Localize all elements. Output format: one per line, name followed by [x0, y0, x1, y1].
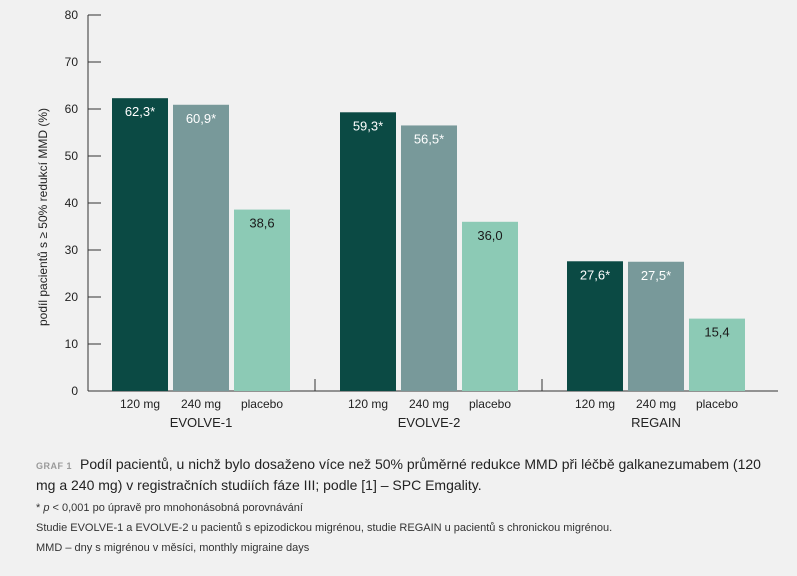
y-tick-label: 40 — [65, 196, 79, 210]
bar — [628, 261, 684, 391]
bar — [689, 318, 745, 391]
y-axis-title: podíl pacientů s ≥ 50% redukcí MMD (%) — [36, 108, 50, 326]
x-series-label: 120 mg — [575, 397, 615, 411]
bar-value-label: 15,4 — [704, 325, 729, 340]
bar-value-label: 27,6* — [580, 267, 610, 282]
caption-note-mmd: MMD – dny s migrénou v měsíci, monthly m… — [36, 542, 310, 554]
y-tick-label: 0 — [71, 384, 78, 398]
y-tick-label: 30 — [65, 243, 79, 257]
caption-title-line: GRAF 1 Podíl pacientů, u nichž bylo dosaž… — [36, 455, 776, 495]
x-series-label: placebo — [241, 397, 283, 411]
x-series-label: 240 mg — [409, 397, 449, 411]
y-tick-label: 70 — [65, 55, 79, 69]
x-category-label: EVOLVE-2 — [398, 415, 461, 430]
bar — [401, 125, 457, 391]
y-tick-label: 10 — [65, 337, 79, 351]
y-tick-label: 50 — [65, 149, 79, 163]
x-series-label: 240 mg — [181, 397, 221, 411]
bar — [234, 209, 290, 391]
x-series-label: 120 mg — [348, 397, 388, 411]
x-category-label: EVOLVE-1 — [170, 415, 233, 430]
bar — [173, 104, 229, 392]
y-tick-label: 80 — [65, 8, 79, 22]
figure-caption: GRAF 1 Podíl pacientů, u nichž bylo dosaž… — [36, 455, 776, 555]
bar — [340, 112, 396, 391]
bar-chart: 0 10 20 30 40 50 60 70 80 podíl pacientů s ≥ 50% … — [36, 8, 778, 430]
bar-value-label: 38,6 — [249, 216, 274, 231]
bar-value-label: 60,9* — [186, 111, 216, 126]
caption-label: GRAF 1 — [36, 461, 73, 471]
caption-note-p: p — [43, 502, 50, 514]
caption-note-rest: < 0,001 po úpravě pro mnohonásobná porov… — [49, 502, 303, 514]
bar — [462, 221, 518, 391]
y-tick-label: 20 — [65, 290, 79, 304]
bar-value-label: 27,5* — [641, 268, 671, 283]
bar-value-label: 62,3* — [125, 104, 155, 119]
caption-note-significance: * p < 0,001 po úpravě pro mnohonásobná p… — [36, 501, 776, 515]
caption-note-asterisk: * — [36, 502, 44, 514]
caption-note-studies: Studie EVOLVE-1 a EVOLVE-2 u pacientů s … — [36, 522, 613, 534]
caption-title: Podíl pacientů, u nichž bylo dosaženo ví… — [36, 456, 761, 493]
bar-value-label: 56,5* — [414, 131, 444, 146]
x-series-label: 120 mg — [120, 397, 160, 411]
x-series-label: placebo — [469, 397, 511, 411]
bar — [567, 261, 623, 391]
bar-value-label: 59,3* — [353, 118, 383, 133]
x-category-label: REGAIN — [631, 415, 681, 430]
x-series-label: 240 mg — [636, 397, 676, 411]
bar-value-label: 36,0 — [477, 228, 502, 243]
bar — [112, 98, 168, 391]
x-series-label: placebo — [696, 397, 738, 411]
y-tick-label: 60 — [65, 102, 79, 116]
